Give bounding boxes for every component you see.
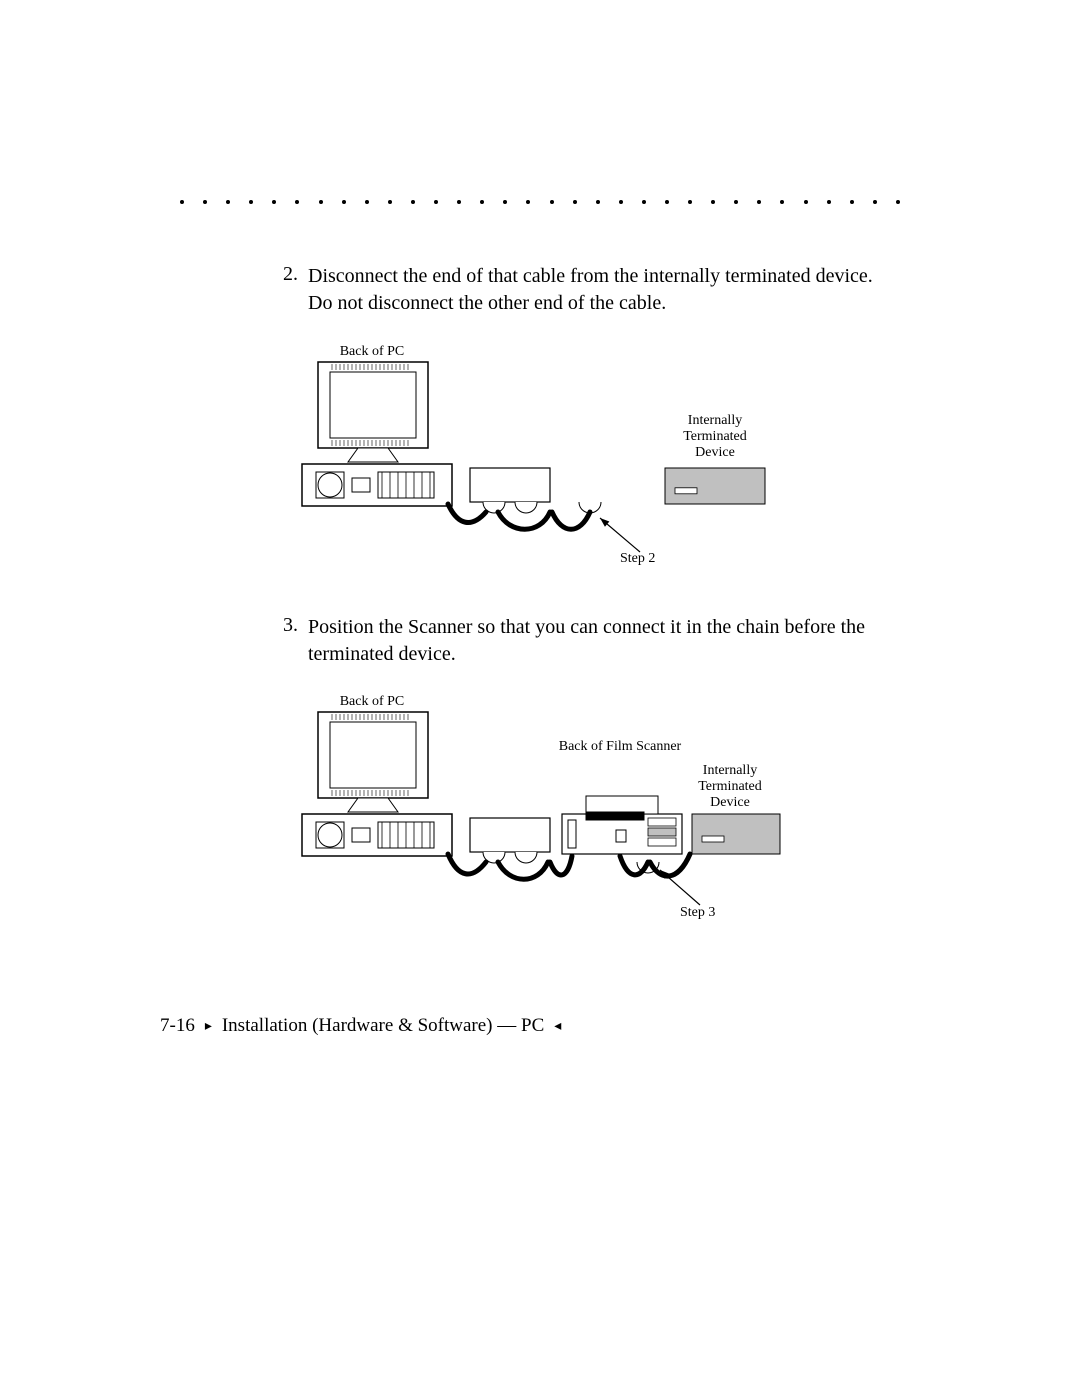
diagram-svg-2: Back of PC Back of Film Scanner Internally… bbox=[300, 690, 790, 920]
svg-text:Device: Device bbox=[710, 795, 750, 810]
svg-text:Internally: Internally bbox=[703, 763, 757, 778]
svg-text:Back of Film Scanner: Back of Film Scanner bbox=[559, 739, 682, 754]
page: 2. Disconnect the end of that cable from… bbox=[0, 0, 1080, 1397]
triangle-right-icon: ▸ bbox=[205, 1018, 212, 1035]
triangle-left-icon: ◂ bbox=[554, 1018, 561, 1035]
step-number: 2. bbox=[270, 263, 298, 317]
svg-text:Step 2: Step 2 bbox=[620, 551, 655, 566]
dotted-rule bbox=[180, 200, 900, 210]
page-number: 7-16 bbox=[160, 1015, 195, 1037]
svg-text:Internally: Internally bbox=[688, 413, 742, 428]
page-footer: 7-16 ▸ Installation (Hardware & Software… bbox=[160, 1015, 561, 1037]
svg-text:Terminated: Terminated bbox=[698, 779, 762, 794]
instruction-step-3: 3. Position the Scanner so that you can … bbox=[270, 614, 890, 668]
svg-text:Back of PC: Back of PC bbox=[340, 694, 405, 709]
instruction-step-2: 2. Disconnect the end of that cable from… bbox=[270, 263, 890, 317]
step-text: Position the Scanner so that you can con… bbox=[308, 614, 890, 668]
diagram-svg-1: Back of PC InternallyTerminatedDevice Step… bbox=[300, 340, 780, 570]
svg-text:Back of PC: Back of PC bbox=[340, 344, 405, 359]
svg-text:Terminated: Terminated bbox=[683, 429, 747, 444]
step-text: Disconnect the end of that cable from th… bbox=[308, 263, 890, 317]
svg-text:Device: Device bbox=[695, 445, 735, 460]
section-title: Installation (Hardware & Software) — PC bbox=[222, 1015, 544, 1037]
figure-step-2: Back of PC InternallyTerminatedDevice Step… bbox=[300, 340, 780, 575]
step-number: 3. bbox=[270, 614, 298, 668]
svg-text:Step 3: Step 3 bbox=[680, 905, 715, 920]
figure-step-3: Back of PC Back of Film Scanner Internally… bbox=[300, 690, 790, 925]
